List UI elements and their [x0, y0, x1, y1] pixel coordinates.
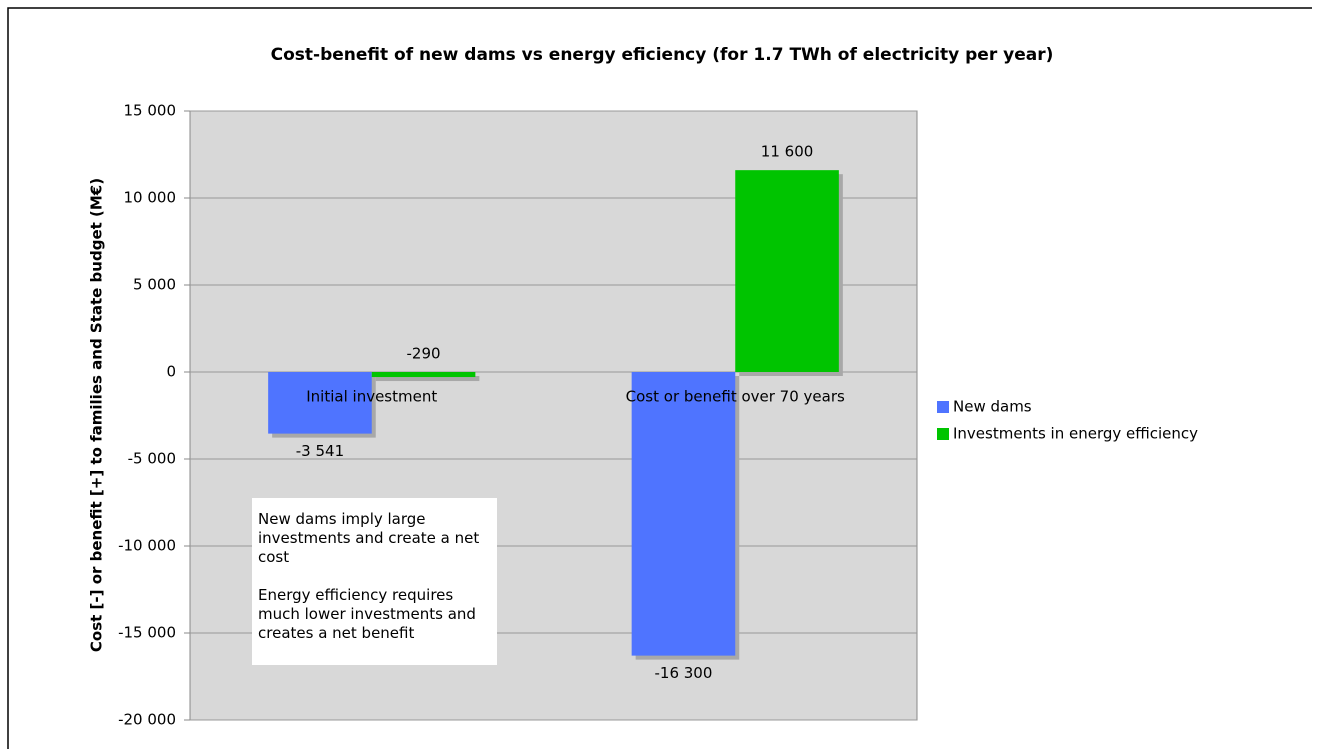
y-tick-label: 5 000	[133, 276, 176, 294]
y-tick-label: 0	[166, 363, 176, 381]
bars	[268, 170, 843, 660]
grid: -20 000 -15 000 -10 000 -5 000 0 5 000 10 000 1…	[118, 102, 917, 729]
legend-swatch	[937, 428, 949, 440]
annotation-box: New dams imply large investments and cre…	[252, 498, 497, 665]
annotation-text: New dams imply large investments and cre…	[258, 510, 480, 566]
bar	[631, 372, 736, 656]
value-label: 11 600	[761, 143, 814, 161]
y-axis-label: Cost [-] or benefit [+] to families and …	[88, 178, 106, 652]
labels: -3 541 -290 Initial investment -16 300 11 60…	[296, 143, 845, 682]
bar	[268, 372, 372, 434]
value-label: -290	[407, 345, 441, 363]
y-tick-label: -15 000	[118, 624, 176, 642]
bar	[371, 372, 476, 378]
bar	[735, 170, 839, 372]
chart-title: Cost-benefit of new dams vs energy efici…	[271, 45, 1054, 65]
value-label: -16 300	[654, 664, 712, 682]
annotation-text: Energy efficiency requires much lower in…	[258, 586, 476, 642]
legend	[929, 392, 1259, 449]
y-tick-label: -20 000	[118, 711, 176, 729]
value-label: -3 541	[296, 442, 344, 460]
frame	[7, 7, 1312, 749]
y-tick-label: -10 000	[118, 537, 176, 555]
y-tick-label: -5 000	[128, 450, 176, 468]
legend-label: Investments in energy efficiency	[953, 425, 1198, 443]
x-tick-label: Initial investment	[306, 388, 437, 406]
x-tick-label: Cost or benefit over 70 years	[626, 388, 845, 406]
legend-label: New dams	[953, 398, 1032, 416]
y-tick-label: 10 000	[124, 189, 177, 207]
bar-shadow	[375, 376, 480, 382]
y-tick-label: 15 000	[124, 102, 177, 120]
legend-swatch	[937, 401, 949, 413]
